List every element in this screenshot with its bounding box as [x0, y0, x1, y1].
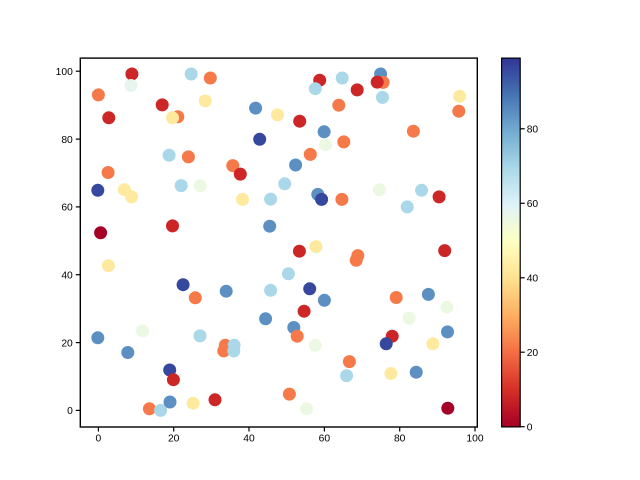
svg-text:80: 80: [527, 125, 539, 136]
svg-text:40: 40: [243, 434, 255, 445]
svg-text:80: 80: [61, 135, 73, 146]
svg-text:40: 40: [61, 270, 73, 281]
svg-text:0: 0: [67, 406, 73, 417]
svg-text:80: 80: [394, 434, 406, 445]
svg-text:60: 60: [319, 434, 331, 445]
svg-text:20: 20: [61, 338, 73, 349]
svg-text:0: 0: [96, 434, 102, 445]
svg-text:20: 20: [527, 348, 539, 359]
svg-text:20: 20: [168, 434, 180, 445]
svg-text:60: 60: [527, 199, 539, 210]
svg-text:40: 40: [527, 274, 539, 285]
svg-text:100: 100: [466, 434, 483, 445]
svg-text:100: 100: [56, 67, 73, 78]
svg-text:60: 60: [61, 203, 73, 214]
svg-text:0: 0: [527, 422, 533, 433]
